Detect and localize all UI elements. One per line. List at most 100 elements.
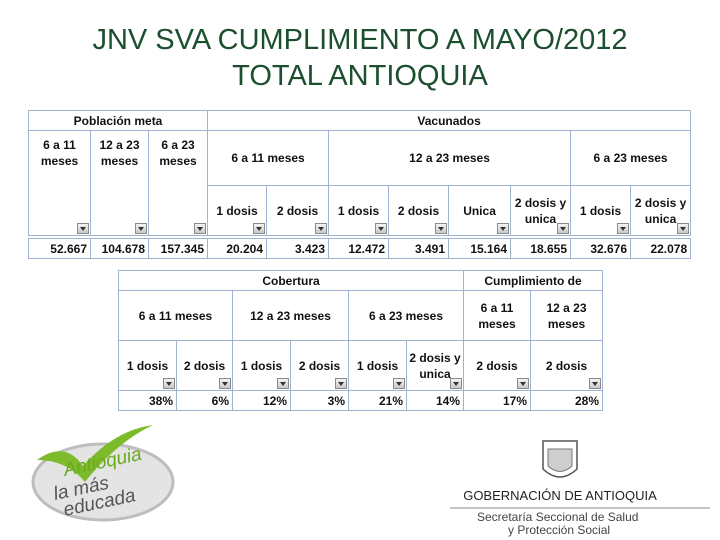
cell-value: 3.491 (388, 238, 450, 259)
cell-value: 3% (290, 390, 349, 411)
column-header: 2 dosis y unica (630, 185, 692, 236)
cell-value: 12.472 (328, 238, 390, 259)
column-header: 2 dosis y unica (510, 185, 572, 236)
subgroup-header: 6 a 11 meses (463, 290, 531, 341)
government-logo: GOBERNACIÓN DE ANTIOQUIA Secretaría Secc… (450, 440, 710, 537)
filter-button[interactable] (435, 223, 448, 234)
filter-button[interactable] (194, 223, 207, 234)
subgroup-header: 12 a 23 meses (232, 290, 349, 341)
filter-button[interactable] (497, 223, 510, 234)
filter-button[interactable] (617, 223, 630, 234)
column-header: 2 dosis (388, 185, 450, 236)
group-header: Cobertura (118, 270, 464, 291)
column-header: 1 dosis (328, 185, 390, 236)
header-text: 12 a 23 meses (99, 138, 140, 168)
filter-button[interactable] (219, 378, 231, 389)
cell-value: 3.423 (266, 238, 330, 259)
header-text: 2 dosis (545, 358, 588, 373)
cell-value: 14% (406, 390, 464, 411)
header-text: 1 dosis (337, 203, 380, 218)
cell-value: 15.164 (448, 238, 512, 259)
header-text: 6 a 11 meses (40, 138, 79, 168)
filter-button[interactable] (517, 378, 529, 389)
column-header: 6 a 11 meses (28, 130, 91, 236)
subgroup-header: 6 a 11 meses (118, 290, 233, 341)
cell-value: 104.678 (90, 238, 149, 259)
group-header: Vacunados (207, 110, 692, 131)
subgroup-header: 12 a 23 meses (328, 130, 572, 186)
filter-button[interactable] (277, 378, 289, 389)
title-line: TOTAL ANTIOQUIA (232, 60, 488, 92)
cell-value: 28% (530, 390, 603, 411)
logo-check (37, 425, 153, 482)
cell-value: 18.655 (510, 238, 572, 259)
column-header: 2 dosis (463, 340, 531, 391)
column-header: 12 a 23 meses (90, 130, 149, 236)
filter-button[interactable] (589, 378, 601, 389)
filter-button[interactable] (375, 223, 388, 234)
header-text: 1 dosis (216, 203, 258, 218)
subgroup-header: 6 a 23 meses (570, 130, 692, 186)
filter-button[interactable] (253, 223, 266, 234)
cell-value: 22.078 (630, 238, 692, 259)
column-header: 2 dosis (290, 340, 349, 391)
cell-value: 21% (348, 390, 407, 411)
header-text: 2 dosis (183, 358, 226, 373)
filter-button[interactable] (163, 378, 175, 389)
filter-button[interactable] (450, 378, 462, 389)
coat-of-arms-inner (547, 448, 573, 472)
group-header: Población meta (27, 110, 209, 131)
cell-value: 32.676 (570, 238, 632, 259)
header-text: 1 dosis (240, 358, 283, 373)
column-header: 1 dosis (118, 340, 177, 391)
header-text: 2 dosis y unica (409, 350, 461, 381)
header-text: 2 dosis (276, 203, 319, 218)
filter-button[interactable] (335, 378, 347, 389)
cell-value: 52.667 (28, 238, 91, 259)
column-header: 2 dosis (266, 185, 330, 236)
filter-button[interactable] (557, 223, 570, 234)
column-header: 6 a 23 meses (147, 130, 209, 236)
header-text: 1 dosis (579, 203, 622, 218)
subgroup-header: 6 a 23 meses (348, 290, 464, 341)
cell-value: 38% (118, 390, 177, 411)
header-text: 1 dosis (356, 358, 399, 373)
logo: Antioquia la más educada (31, 425, 175, 522)
title-line: JNV SVA CUMPLIMIENTO A MAYO/2012 (92, 24, 628, 56)
header-text: 2 dosis (476, 358, 518, 373)
cell-value: 17% (463, 390, 531, 411)
filter-button[interactable] (393, 378, 405, 389)
header-text: 2 dosis (298, 358, 341, 373)
cell-value: 20.204 (207, 238, 268, 259)
column-header: 1 dosis (348, 340, 407, 391)
org-name: GOBERNACIÓN DE ANTIOQUIA (463, 488, 657, 503)
subgroup-header: 12 a 23 meses (530, 290, 603, 341)
dept-name: y Protección Social (508, 523, 610, 537)
header-text: 2 dosis y unica (634, 195, 687, 226)
filter-button[interactable] (135, 223, 147, 234)
header-text: 6 a 23 meses (159, 138, 197, 168)
coverage-table: Cobertura Cumplimiento de 6 a 11 meses 1… (118, 270, 603, 411)
vaccinated-table: Población meta Vacunados 6 a 11 meses 12… (27, 110, 692, 259)
filter-button[interactable] (77, 223, 89, 234)
header-text: 1 dosis (126, 358, 169, 373)
column-header: 2 dosis (530, 340, 603, 391)
cell-value: 6% (176, 390, 233, 411)
column-header: 2 dosis y unica (406, 340, 464, 391)
filter-button[interactable] (677, 223, 690, 234)
header-text: Unica (463, 203, 496, 218)
column-header: 1 dosis (207, 185, 268, 236)
dept-name: Secretaría Seccional de Salud (477, 510, 638, 524)
column-header: 1 dosis (232, 340, 291, 391)
column-header: 1 dosis (570, 185, 632, 236)
column-header: Unica (448, 185, 512, 236)
header-text: 2 dosis (397, 203, 440, 218)
cell-value: 157.345 (147, 238, 209, 259)
filter-button[interactable] (315, 223, 328, 234)
column-header: 2 dosis (176, 340, 233, 391)
group-header: Cumplimiento de (463, 270, 603, 291)
subgroup-header: 6 a 11 meses (207, 130, 330, 186)
header-text: 2 dosis y unica (514, 195, 567, 226)
cell-value: 12% (232, 390, 291, 411)
